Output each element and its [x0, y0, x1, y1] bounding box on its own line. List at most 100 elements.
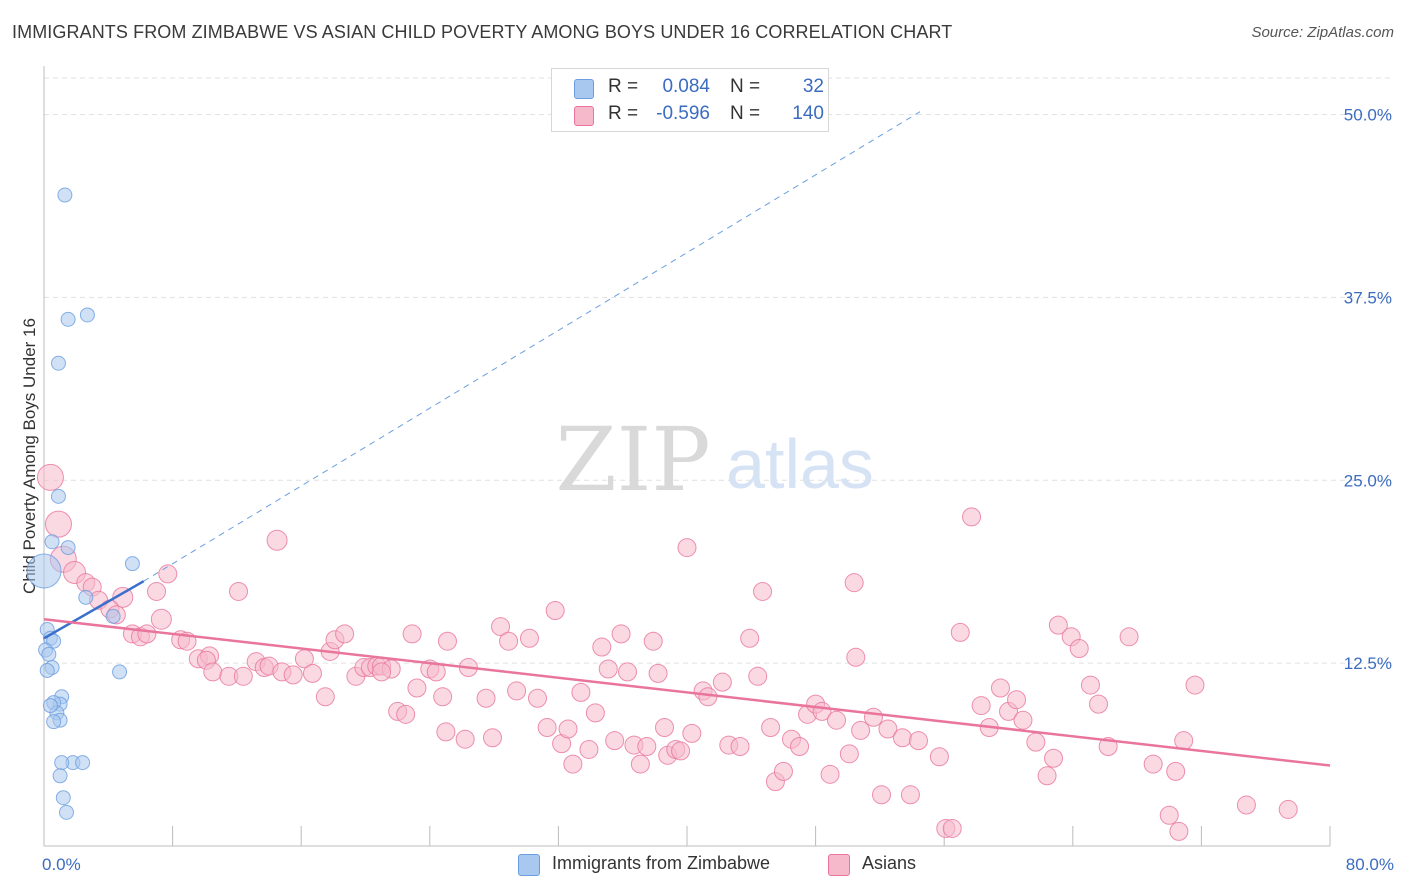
asian-point — [826, 710, 846, 730]
asian-point — [1013, 710, 1033, 730]
asian-point — [437, 631, 457, 651]
asian-point — [229, 581, 249, 601]
n-label: N = — [730, 76, 761, 97]
zimbabwe-point — [55, 790, 71, 806]
zimbabwe-point — [112, 664, 128, 680]
asian-point — [1185, 675, 1205, 695]
asian-point — [137, 624, 157, 644]
asian-point — [1080, 675, 1100, 695]
asian-point — [820, 764, 840, 784]
asian-point — [36, 463, 64, 491]
asian-point — [598, 659, 618, 679]
x-tick-label-start: 0.0% — [42, 855, 81, 874]
asian-point — [878, 719, 898, 739]
asian-point — [872, 785, 892, 805]
n-value: 140 — [792, 103, 824, 124]
asian-point — [839, 744, 859, 764]
zimbabwe-point — [44, 534, 60, 550]
asian-point — [630, 754, 650, 774]
asian-point — [682, 723, 702, 743]
asian-point — [892, 728, 912, 748]
stats-box: R = 0.084 N = 32 R = -0.596 N = 140 — [551, 68, 829, 132]
asian-point — [908, 731, 928, 751]
asian-point — [203, 662, 223, 682]
asian-point — [147, 581, 167, 601]
asian-point — [773, 761, 793, 781]
asian-point — [44, 510, 72, 538]
zimbabwe-point — [57, 187, 73, 203]
asian-point — [671, 741, 691, 761]
chart-title: IMMIGRANTS FROM ZIMBABWE VS ASIAN CHILD … — [12, 22, 953, 42]
asian-point — [643, 631, 663, 651]
asian-point — [863, 707, 883, 727]
asian-point — [1007, 690, 1027, 710]
asian-point — [1048, 615, 1068, 635]
asian-point — [1278, 799, 1298, 819]
r-label: R = — [608, 76, 639, 97]
asian-point — [942, 818, 962, 838]
zimbabwe-point — [50, 355, 66, 371]
asian-point — [698, 687, 718, 707]
asian-point — [950, 622, 970, 642]
zimbabwe-point — [26, 553, 62, 589]
asian-point — [677, 538, 697, 558]
asian-point — [1069, 639, 1089, 659]
zimbabwe-trend-extension — [143, 111, 921, 582]
zimbabwe-point — [79, 307, 95, 323]
stats-swatch-zimbabwe — [574, 79, 594, 99]
asian-point — [476, 688, 496, 708]
asian-point — [558, 719, 578, 739]
grid-lines — [44, 77, 1392, 664]
asian-point — [748, 666, 768, 686]
y-tick-label: 50.0% — [1344, 106, 1392, 125]
asian-point — [112, 586, 134, 608]
asian-point — [971, 696, 991, 716]
asian-point — [436, 722, 456, 742]
legend-label-zimbabwe: Immigrants from Zimbabwe — [552, 853, 771, 873]
asian-point — [1089, 694, 1109, 714]
asian-point — [990, 678, 1010, 698]
asian-point — [150, 608, 172, 630]
x-tick-label-end: 80.0% — [1346, 855, 1394, 874]
asian-point — [335, 624, 355, 644]
source-label: Source: ZipAtlas.com — [1251, 24, 1394, 41]
stats-swatch-asians — [574, 106, 594, 126]
asian-point — [372, 662, 392, 682]
asian-point — [519, 628, 539, 648]
asian-point — [579, 739, 599, 759]
asian-point — [455, 729, 475, 749]
zimbabwe-point — [41, 646, 57, 662]
zimbabwe-point — [46, 714, 62, 730]
zimbabwe-point — [75, 755, 91, 771]
asian-point — [545, 600, 565, 620]
watermark-zip: ZIP — [555, 408, 710, 511]
y-tick-label: 37.5% — [1344, 288, 1392, 307]
legend-label-asians: Asians — [862, 853, 917, 873]
asian-point — [605, 731, 625, 751]
asian-point — [407, 678, 427, 698]
r-label: R = — [608, 103, 639, 124]
zimbabwe-point — [105, 608, 121, 624]
asian-point — [851, 720, 871, 740]
asian-point — [1169, 821, 1189, 841]
zimbabwe-trend-line — [43, 580, 145, 640]
zimbabwe-point — [50, 488, 66, 504]
asian-point — [637, 737, 657, 757]
r-value: -0.596 — [656, 103, 710, 124]
asian-point — [482, 728, 502, 748]
asian-point — [537, 718, 557, 738]
asian-point — [1044, 748, 1064, 768]
asian-point — [753, 581, 773, 601]
y-tick-label: 12.5% — [1344, 654, 1392, 673]
asian-point — [962, 507, 982, 527]
zimbabwe-point — [78, 589, 94, 605]
asian-point — [158, 564, 178, 584]
asian-point — [283, 665, 303, 685]
asian-point — [900, 785, 920, 805]
asian-point — [654, 718, 674, 738]
asian-point — [499, 631, 519, 651]
zimbabwe-point — [59, 804, 75, 820]
asian-point — [433, 687, 453, 707]
asian-point — [740, 628, 760, 648]
